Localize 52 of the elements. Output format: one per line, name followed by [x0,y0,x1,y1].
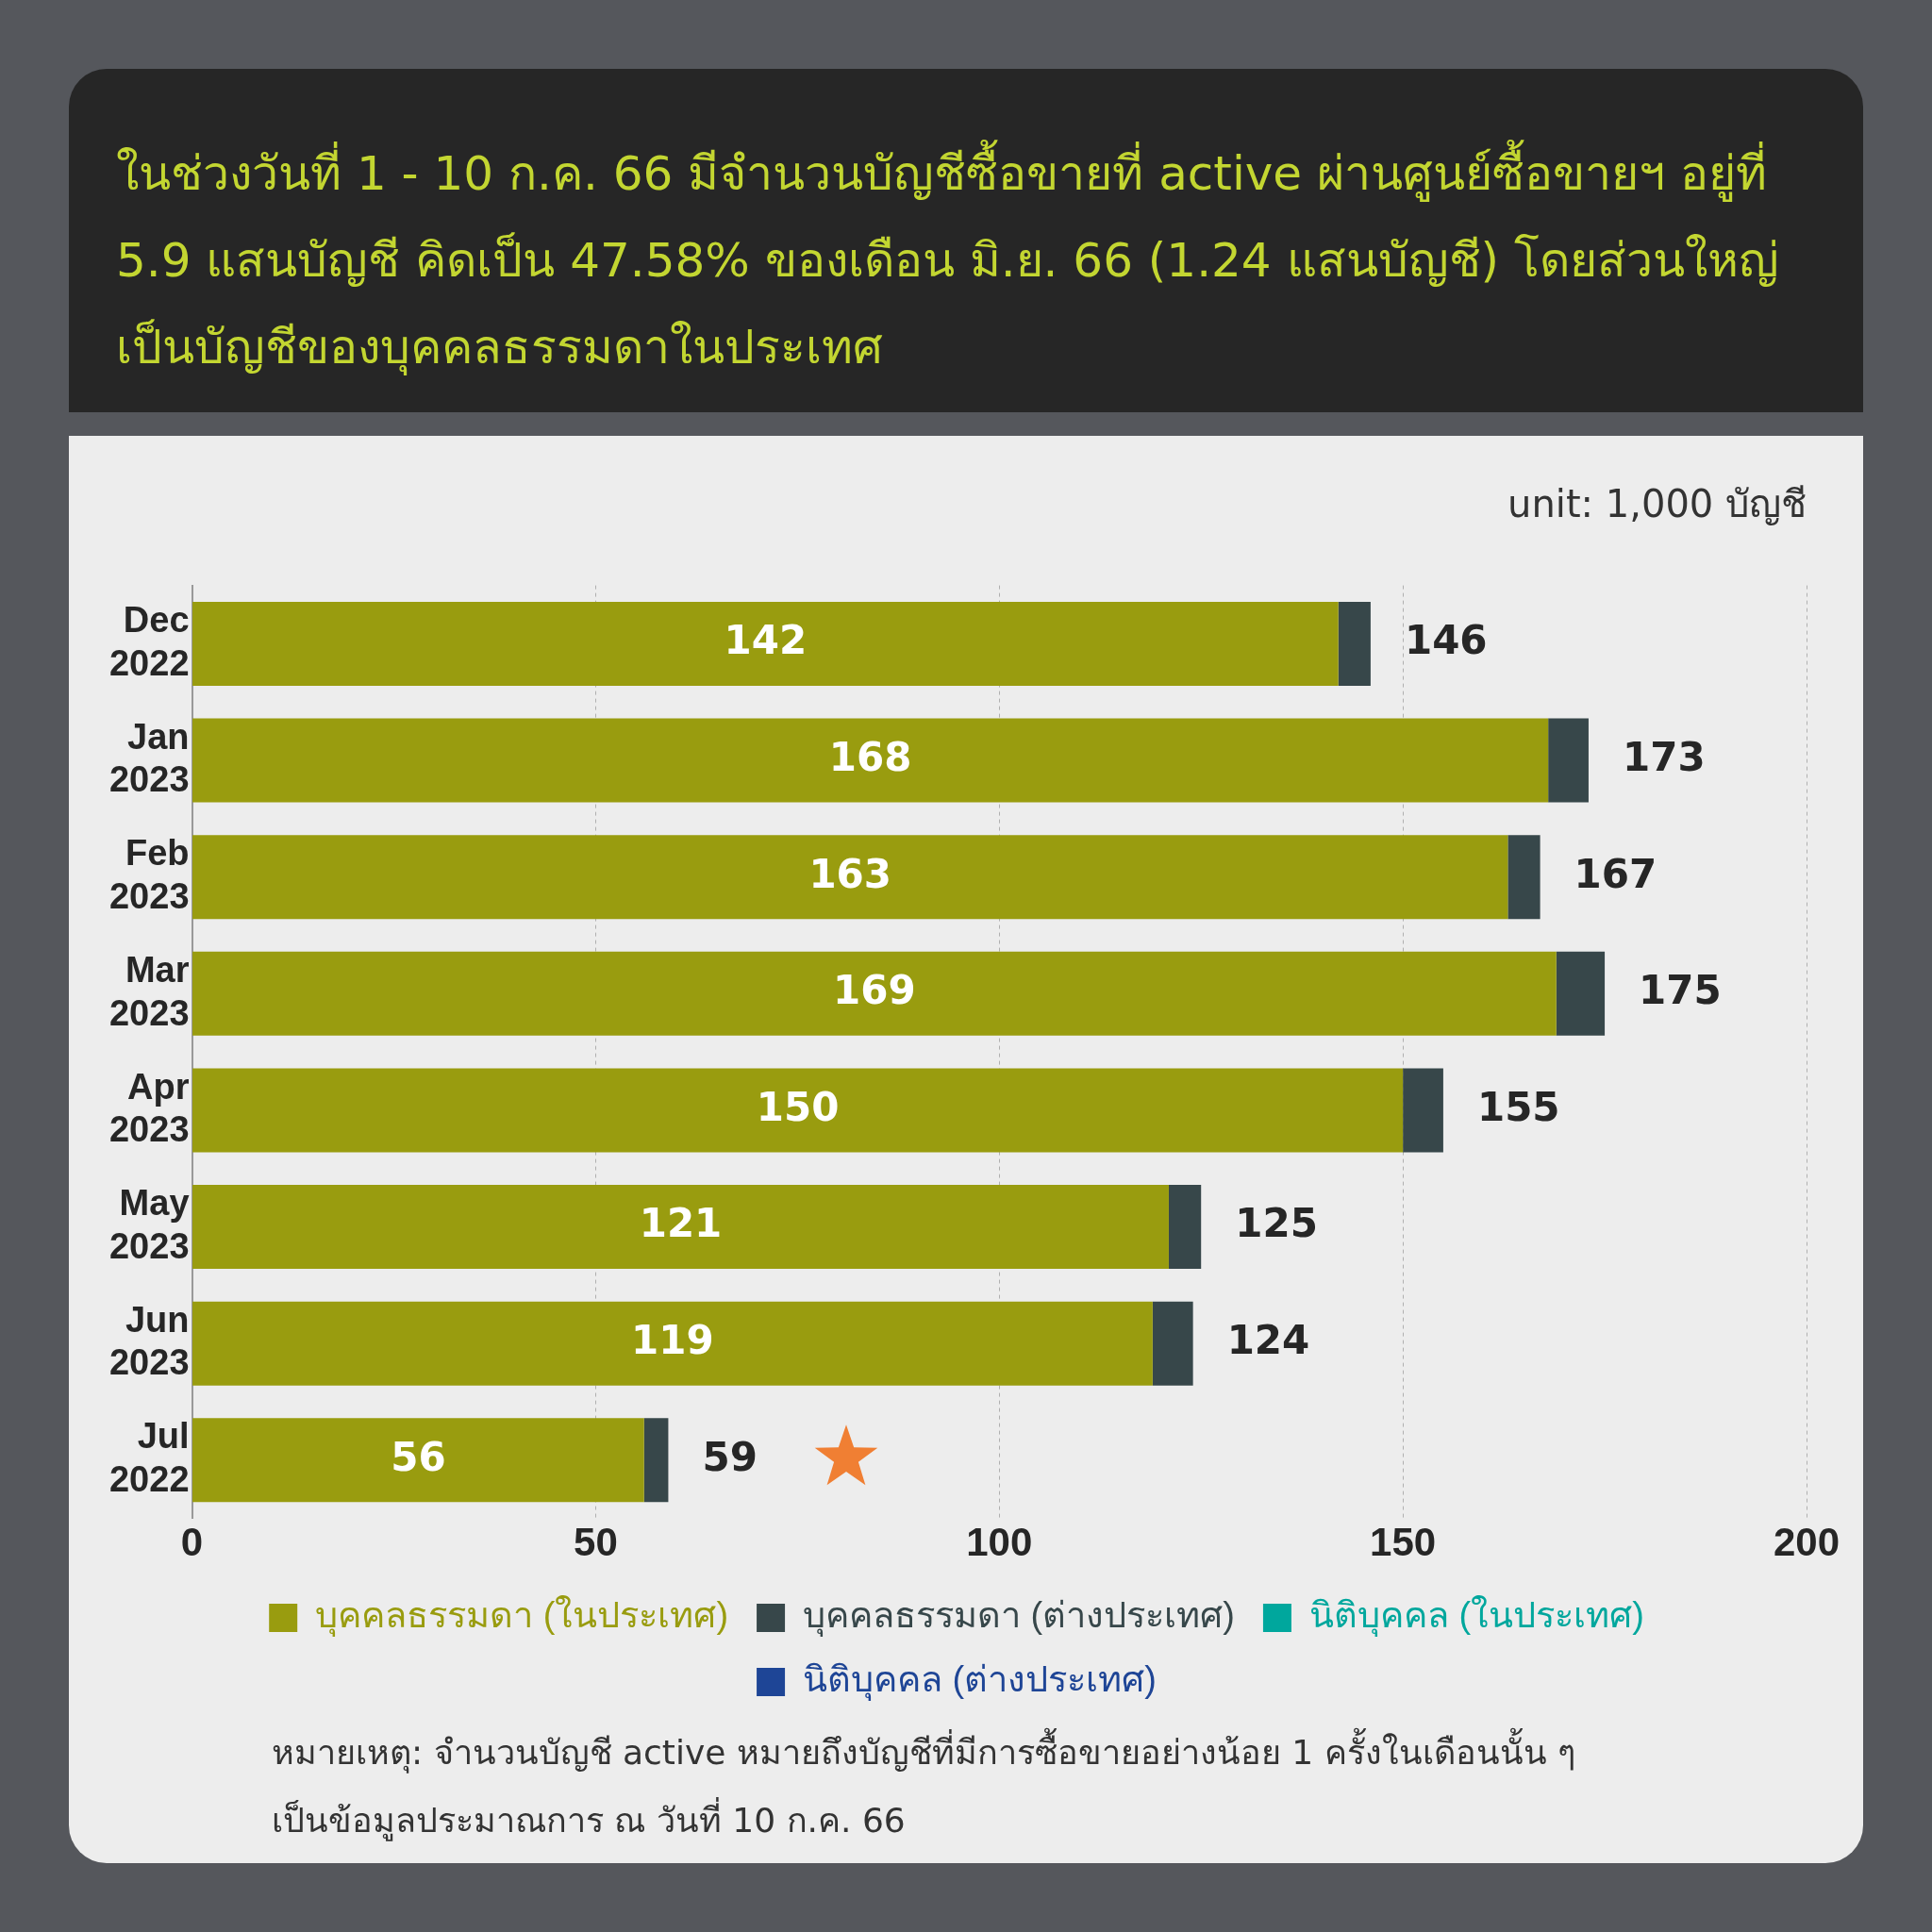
total-label: 59 [702,1433,758,1480]
bar [192,718,1549,803]
y-tick-label: Mar 2023 [108,949,190,1033]
bar [1152,1301,1193,1386]
y-tick-label: Jun 2023 [108,1299,190,1383]
data-label: 142 [724,617,808,664]
data-label: 163 [808,850,892,897]
bar [192,1301,1153,1386]
data-label: 119 [631,1317,714,1364]
bar [1548,718,1589,803]
total-label: 175 [1639,967,1722,1014]
bar [1168,1185,1202,1270]
text: หมายเหตุ: จำนวนบัญชี active หมายถึงบัญชีที่มีการซื้อขายอย่างน้อย 1 ครั้งในเดือนนั้น ๆ เป็นข้อมูลประมาณการ ณ วันที่ 10 ก.ค. 66 [272,1726,1576,1843]
bar [192,835,1508,920]
x-tick-label: 200 [1773,1520,1840,1565]
bar [192,1418,644,1503]
total-label: 125 [1235,1200,1318,1247]
y-tick-label: Apr 2023 [108,1066,190,1150]
y-tick-label: Jul 2022 [108,1416,190,1500]
bar [1556,951,1606,1036]
total-label: 167 [1574,850,1657,897]
legend-label: นิติบุคคล (ในประเทศ) [1308,1595,1644,1638]
chart-subtitle: unit: 1,000 บัญชี [1507,481,1807,527]
legend-label: นิติบุคคล (ต่างประเทศ) [803,1659,1157,1702]
bar [1403,1068,1443,1153]
bar [192,601,1339,686]
total-label: 146 [1404,617,1488,664]
total-label: 155 [1476,1083,1560,1130]
y-tick-label: Jan 2023 [108,716,190,800]
data-label: 169 [833,967,916,1014]
bar [643,1418,669,1503]
bar [192,1185,1169,1270]
bar [192,1068,1404,1153]
x-tick-label: 0 [180,1520,204,1565]
y-tick-label: Dec 2022 [108,600,190,683]
data-label: 150 [756,1083,840,1130]
bar [1507,835,1541,920]
y-tick-label: May 2023 [108,1183,190,1266]
total-label: 173 [1622,733,1706,780]
x-tick-label: 50 [574,1520,618,1565]
bar [1338,601,1371,686]
total-label: 124 [1226,1317,1310,1364]
x-tick-label: 100 [966,1520,1033,1565]
legend-label: บุคคลธรรมดา (ในประเทศ) [315,1595,729,1638]
data-label: 56 [391,1433,446,1480]
data-label: 168 [828,733,912,780]
data-label: 121 [639,1200,723,1247]
x-tick-label: 150 [1370,1520,1437,1565]
legend-label: บุคคลธรรมดา (ต่างประเทศ) [803,1595,1235,1638]
y-tick-label: Feb 2023 [108,833,190,916]
bar [192,951,1557,1036]
chart-title: ในช่วงวันที่ 1 - 10 ก.ค. 66 มีจำนวนบัญชีซื้อขายที่ active ผ่านศูนย์ซื้อขายฯ อยู่ที่ 5.9 แสนบัญชี คิดเป็น 47.58% ของเดือน มิ.ย. 66 (1.24 แสนบัญชี) โดยส่วนใหญ่เป็นบัญชีของบุคคลธรรมดาในประเทศ [69,69,1863,412]
